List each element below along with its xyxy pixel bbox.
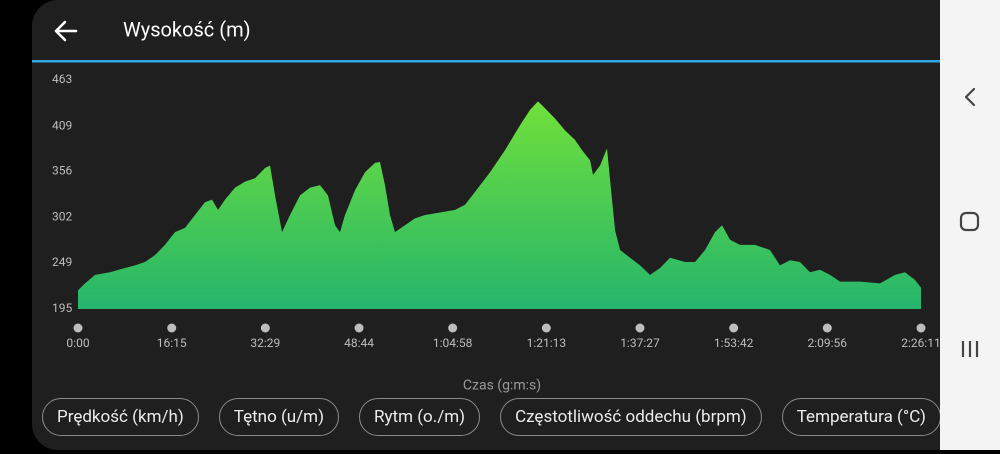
chip-row: Prędkość (km/h) Tętno (u/m) Rytm (o./m) Czę… — [42, 398, 940, 436]
app-panel: Wysokość (m) Czas (g:m:s) 195 249 302 356 40… — [32, 0, 940, 450]
x-tick-label: 1:04:58 — [433, 336, 473, 350]
x-axis-label: Czas (g:m:s) — [463, 378, 541, 394]
back-button[interactable] — [46, 14, 86, 48]
screen-title: Wysokość (m) — [123, 17, 251, 41]
x-tick-dot — [354, 323, 364, 333]
x-tick-dot — [167, 323, 177, 333]
x-tick-label: 1:53:42 — [714, 336, 754, 350]
nav-icons — [959, 87, 980, 357]
nav-home[interactable] — [959, 211, 980, 232]
x-tick-dot — [916, 323, 926, 333]
x-tick-label: 32:29 — [250, 336, 280, 350]
x-tick-label: 2:09:56 — [808, 336, 848, 350]
x-tick-dot — [260, 323, 270, 333]
x-tick-dot — [73, 323, 83, 333]
nav-recents[interactable] — [961, 341, 979, 357]
metric-chip[interactable]: Częstotliwość oddechu (brpm) — [500, 398, 762, 436]
x-tick-dot — [729, 323, 739, 333]
x-tick-dot — [635, 323, 645, 333]
x-tick-dot — [541, 323, 551, 333]
x-tick-label: 1:21:13 — [527, 336, 567, 350]
x-tick-label: 48:44 — [344, 336, 374, 350]
elevation-area — [78, 101, 921, 309]
metric-chip[interactable]: Prędkość (km/h) — [42, 398, 199, 436]
x-tick-dot — [448, 323, 458, 333]
x-tick-label: 2:26:11 — [901, 336, 940, 350]
nav-back[interactable] — [964, 87, 976, 107]
chart: Wysokość (m) Czas (g:m:s) 195 249 302 356 40… — [32, 14, 940, 394]
y-tick-label: 356 — [52, 164, 72, 178]
y-tick-label: 195 — [52, 301, 72, 315]
header-divider — [32, 60, 940, 63]
chip-bar: Prędkość (km/h) Tętno (u/m) Rytm (o./m) Czę… — [42, 398, 940, 438]
y-tick-label: 302 — [52, 210, 72, 224]
x-tick-label: 0:00 — [66, 336, 89, 350]
metric-chip[interactable]: Rytm (o./m) — [359, 398, 481, 436]
y-tick-label: 463 — [52, 72, 72, 86]
x-tick-dot — [822, 323, 832, 333]
metric-chip[interactable]: Tętno (u/m) — [218, 398, 340, 436]
y-tick-label: 249 — [52, 255, 72, 269]
y-tick-label: 409 — [52, 118, 72, 132]
metric-chip[interactable]: Temperatura (°C) — [781, 398, 940, 436]
x-tick-label: 1:37:27 — [620, 336, 660, 350]
system-nav-bar — [940, 0, 1000, 450]
x-tick-label: 16:15 — [157, 336, 187, 350]
